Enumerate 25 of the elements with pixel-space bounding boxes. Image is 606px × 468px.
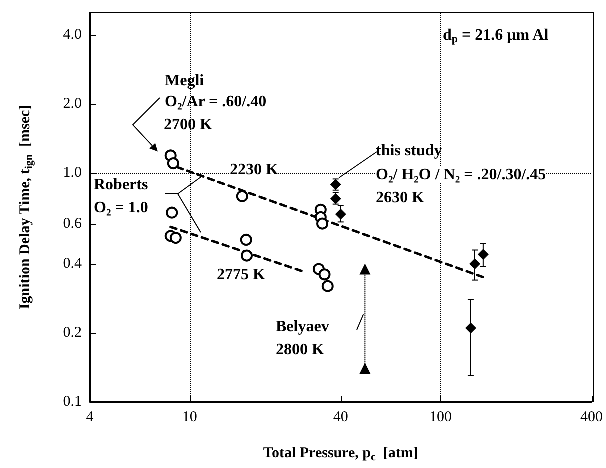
x-tick-label: 4 [86,410,94,426]
annotation: O₂/ H₂O / N₂ = .20/.30/.45 [376,166,546,184]
annotation: 2800 K [276,342,325,358]
y-tick-label: 0.6 [63,216,82,232]
y-tick-label: 2.0 [63,96,82,112]
y-tick-label: 0.1 [63,394,82,410]
x-tick-label: 40 [333,410,348,426]
annotation: O₂/Ar = .60/.40 [165,94,267,110]
annotation: Roberts [94,176,148,194]
y-tick-label: 1.0 [63,165,82,182]
x-tick-label: 400 [580,410,603,426]
y-axis-title: Ignition Delay Time, tign [msec] [18,105,36,310]
x-tick-label: 100 [429,410,452,426]
y-tick-label: 0.4 [63,256,82,272]
y-tick-label: 4.0 [63,27,82,44]
y-tick-label: 0.2 [63,325,82,342]
annotation: this study [376,142,442,160]
x-tick-label: 10 [182,410,198,426]
annotation: 2230 K [230,162,279,178]
annotation: 2775 K [217,266,266,284]
annotation: Megli [165,72,205,90]
annotation: 2700 K [164,116,213,134]
annotation: Belyaev [276,318,330,336]
annotation: 2630 K [376,190,425,206]
annotation: O₂ = 1.0 [94,200,148,216]
